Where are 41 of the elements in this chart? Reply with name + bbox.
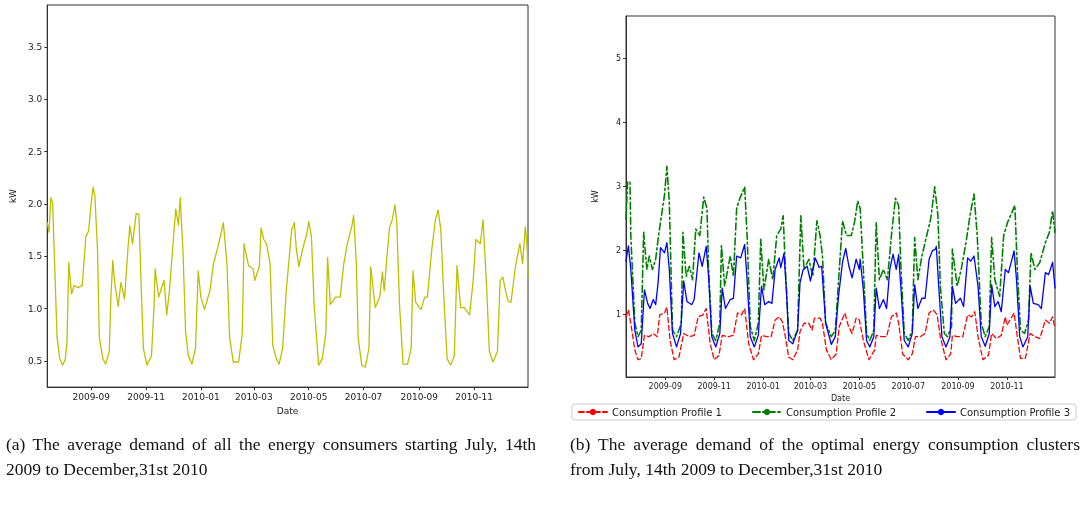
legend-label: Consumption Profile 1 — [611, 406, 722, 418]
y-tick-label: 1 — [615, 309, 621, 319]
text: (b) The average demand of the optimal energy consumption clusters from July, 14th 2009 to December,31st 2010 — [570, 433, 1080, 481]
x-tick-label: 2009-09 — [72, 391, 111, 402]
x-tick-label: 2010-07 — [891, 381, 925, 391]
x-tick-label: 2010-05 — [289, 391, 328, 402]
x-tick-label: 2009-11 — [697, 381, 731, 391]
x-tick-label: 2010-07 — [344, 391, 383, 402]
y-axis-title: kW — [7, 188, 18, 204]
x-tick-label: 2010-01 — [182, 391, 220, 402]
y-tick-label: 3.0 — [27, 94, 43, 105]
x-tick-label: 2010-11 — [455, 391, 493, 402]
x-tick-label: 2009-09 — [648, 381, 683, 391]
x-tick-label: 2010-05 — [842, 381, 877, 391]
legend-label: Consumption Profile 2 — [785, 406, 897, 418]
legend-label: Consumption Profile 3 — [960, 406, 1071, 418]
y-tick-label: 3.5 — [27, 41, 43, 52]
text: (a) The average demand of all the energy consumers starting July, 14th 2009 to December,31st 2010 — [6, 433, 536, 481]
x-tick-label: 2010-11 — [990, 381, 1024, 391]
y-tick-label: 0.5 — [27, 355, 43, 366]
y-tick-label: 1.5 — [27, 251, 43, 262]
line-series — [625, 241, 1056, 348]
line-series — [625, 306, 1056, 361]
y-tick-label: 4 — [615, 117, 621, 127]
x-tick-label: 2010-03 — [793, 381, 828, 391]
y-tick-label: 5 — [615, 53, 621, 63]
y-tick-label: 2 — [615, 245, 621, 255]
y-axis-title: kW — [590, 190, 600, 203]
line-series — [625, 165, 1056, 342]
line-series — [46, 186, 529, 368]
y-tick-label: 3 — [615, 181, 621, 191]
y-tick-label: 1.0 — [27, 303, 43, 314]
x-axis-title: Date — [830, 394, 851, 404]
x-tick-label: 2010-01 — [746, 381, 780, 391]
x-tick-label: 2010-09 — [400, 391, 439, 402]
x-axis-title: Date — [276, 405, 299, 416]
x-tick-label: 2010-09 — [941, 381, 975, 391]
x-tick-label: 2010-03 — [235, 391, 273, 402]
y-tick-label: 2.5 — [27, 146, 43, 157]
y-tick-label: 2.0 — [27, 198, 43, 209]
x-tick-label: 2009-11 — [127, 391, 165, 402]
